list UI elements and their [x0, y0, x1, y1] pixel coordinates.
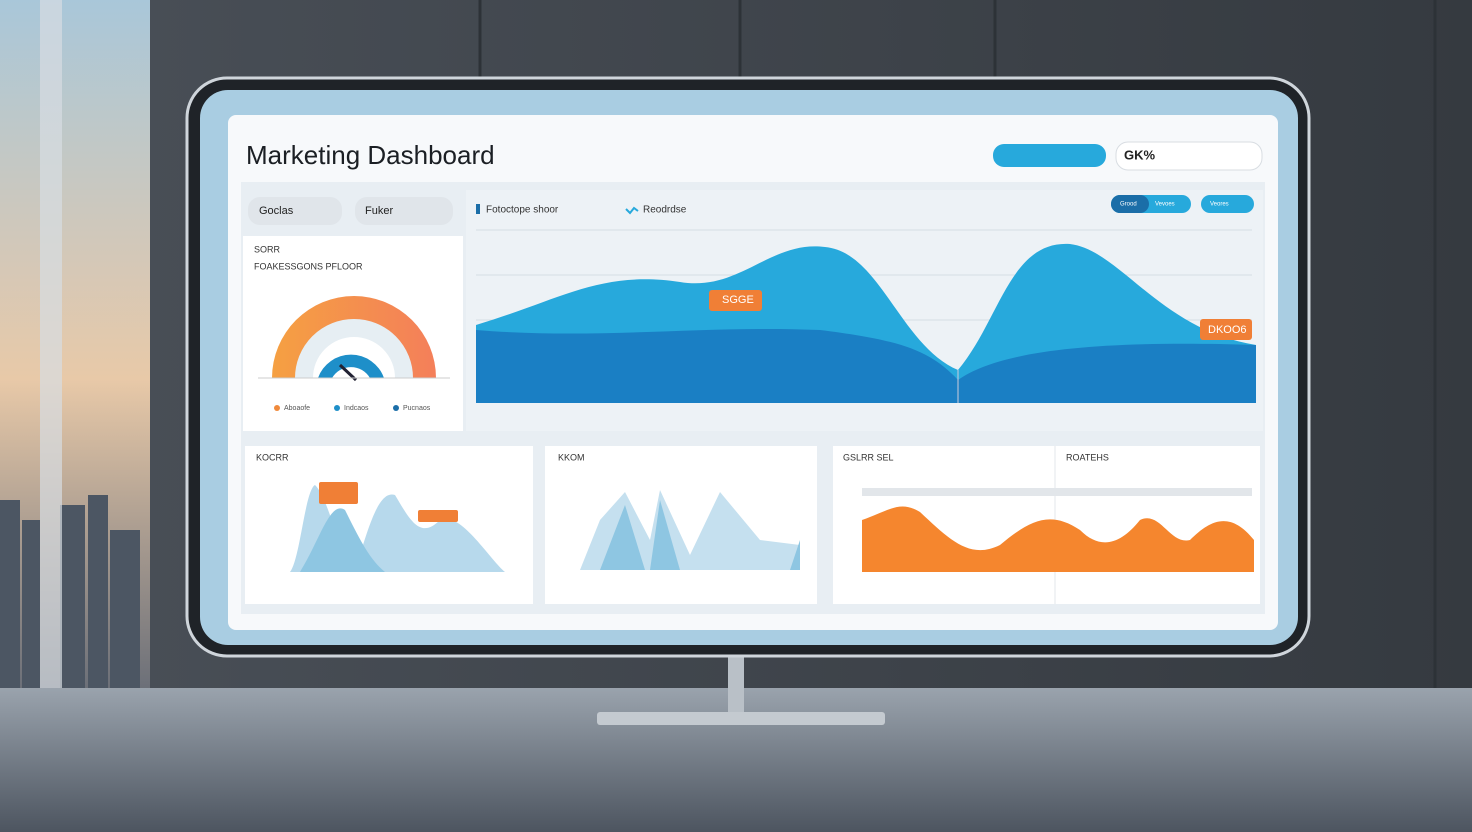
callout [1200, 319, 1252, 340]
callout [709, 290, 762, 311]
gauge-inner [318, 354, 384, 378]
toggle[interactable] [993, 144, 1106, 167]
legend-swatch [625, 206, 639, 215]
legend-label: Fotoctope shoor [486, 205, 559, 216]
filter[interactable] [355, 197, 453, 225]
card-title: SORR [254, 244, 281, 254]
stand [728, 650, 744, 714]
button-label: Veores [1210, 202, 1229, 208]
legend-label: Aboaofe [284, 405, 310, 412]
panel-title: KOCRR [256, 452, 289, 462]
callout-text: DKOO6 [1208, 324, 1247, 336]
callout [319, 482, 358, 504]
legend-label: Pucnaos [403, 405, 431, 412]
gauge-center: Goeas [335, 349, 356, 356]
filter-label: Goclas [259, 205, 294, 217]
panel-area [300, 508, 385, 572]
panel-title: GSLRR SEL [843, 452, 894, 462]
legend-label: Indcaos [344, 405, 369, 412]
area-dark [476, 328, 1256, 403]
panel-title: KKOM [558, 452, 585, 462]
city [0, 495, 140, 690]
search-text: GK% [1124, 147, 1156, 162]
legend-swatch [476, 204, 480, 214]
panel-title: ROATEHS [1066, 452, 1109, 462]
stand-base [597, 712, 885, 725]
panel-area [290, 485, 505, 572]
button-label: Vevoes [1155, 202, 1175, 208]
filter[interactable] [248, 197, 342, 225]
search-box[interactable] [1115, 141, 1263, 171]
toggle-button[interactable] [1201, 195, 1254, 213]
gauge-track [295, 319, 413, 379]
card-subtitle: FOAKESSGONS PFLOOR [254, 261, 363, 271]
gauge-arc [272, 296, 436, 378]
dashboard-title: Marketing Dashboard [246, 140, 495, 170]
button-label: Grood [1120, 202, 1137, 208]
window-frame [40, 0, 62, 690]
legend-label: Reodrdse [643, 205, 687, 216]
gauge-legend: Aboaofe Indcaos Pucnaos [274, 405, 431, 412]
panel-band [862, 488, 1252, 496]
panel-area [862, 506, 1254, 572]
toggle-button[interactable] [1111, 195, 1149, 213]
callout-text: SGGE [722, 294, 754, 306]
panel-area [600, 500, 800, 570]
wall-panels [478, 0, 1437, 690]
filter-label: Fuker [365, 205, 393, 217]
panel [545, 446, 817, 604]
callout [418, 510, 458, 522]
